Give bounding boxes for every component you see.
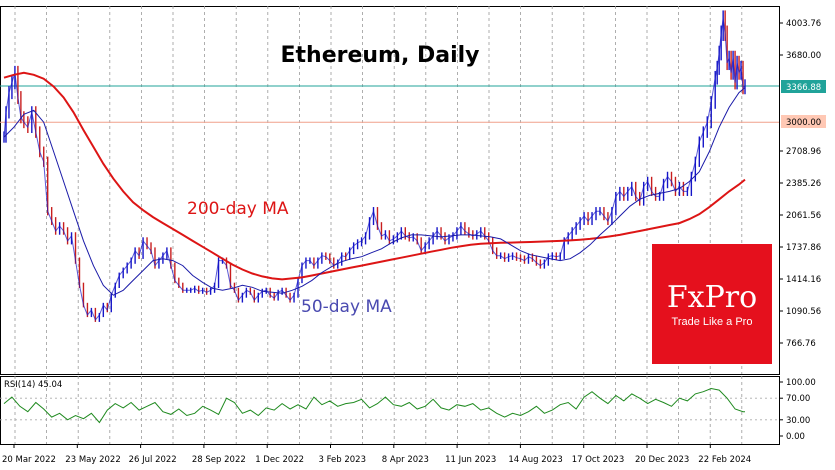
y-tick-label: 766.76 — [786, 339, 816, 349]
ma50-line — [3, 87, 746, 296]
y-tick-label: 3680.00 — [786, 51, 821, 61]
chart-title: Ethereum, Daily — [280, 43, 479, 68]
x-tick-label: 3 Feb 2023 — [319, 455, 367, 465]
x-tick-label: 17 Oct 2023 — [572, 455, 625, 465]
x-tick-label: 23 May 2022 — [65, 455, 120, 465]
rsi-y-tick-label: 0.00 — [786, 432, 805, 442]
y-tick-label: 1414.16 — [786, 275, 821, 285]
x-tick-label: 20 Dec 2023 — [635, 455, 689, 465]
rsi-line — [3, 387, 745, 424]
y-tick-label: 2385.26 — [786, 179, 821, 189]
y-axis-ticks: 4003.76 3680.00 2708.96 2385.26 2061.56 1737.… — [779, 19, 821, 349]
rsi-y-tick-label: 30.00 — [786, 416, 810, 426]
rsi-y-tick-label: 70.00 — [786, 394, 810, 404]
x-tick-label: 14 Aug 2023 — [508, 455, 562, 465]
current-price-label: 3366.88 — [786, 83, 821, 93]
horizontal-levels — [0, 85, 779, 421]
y-tick-label: 4003.76 — [786, 19, 821, 29]
fxpro-logo: FxPro Trade Like a Pro — [652, 244, 772, 364]
current-price-box — [781, 80, 826, 93]
price-line — [3, 18, 746, 321]
x-tick-label: 28 Sep 2022 — [192, 455, 246, 465]
logo-tagline: Trade Like a Pro — [672, 316, 753, 328]
vertical-grid — [14, 6, 743, 444]
level-price-label: 3000.00 — [786, 118, 821, 128]
price-series-layer — [3, 10, 746, 322]
price-panel-frame — [0, 6, 780, 375]
x-tick-label: 20 Mar 2022 — [2, 455, 56, 465]
x-tick-label: 26 Jul 2022 — [129, 455, 177, 465]
ma200-annotation: 200-day MA — [187, 199, 289, 219]
logo-brand: FxPro — [667, 280, 757, 315]
y-tick-label: 1737.86 — [786, 243, 821, 253]
rsi-panel-frame — [0, 376, 780, 445]
level-price-box — [781, 115, 826, 128]
ma200-line — [3, 71, 746, 281]
rsi-y-tick-label: 100.00 — [786, 378, 816, 388]
x-tick-label: 1 Dec 2022 — [255, 455, 304, 465]
x-tick-label: 22 Feb 2024 — [698, 455, 751, 465]
ma50-annotation: 50-day MA — [301, 297, 392, 317]
rsi-title: RSI(14) 45.04 — [4, 380, 62, 390]
x-tick-label: 8 Apr 2023 — [382, 455, 429, 465]
x-tick-label: 11 Jun 2023 — [445, 455, 496, 465]
logo-background — [652, 244, 772, 364]
x-axis-ticks: 20 Mar 2022 23 May 2022 26 Jul 2022 28 Sep … — [2, 444, 751, 465]
rsi-y-axis-ticks: 100.00 70.00 30.00 0.00 — [779, 378, 816, 442]
y-tick-label: 1090.56 — [786, 307, 821, 317]
y-tick-label: 2708.96 — [786, 147, 821, 157]
rsi-series-layer — [3, 387, 745, 424]
y-tick-label: 2061.56 — [786, 211, 821, 221]
